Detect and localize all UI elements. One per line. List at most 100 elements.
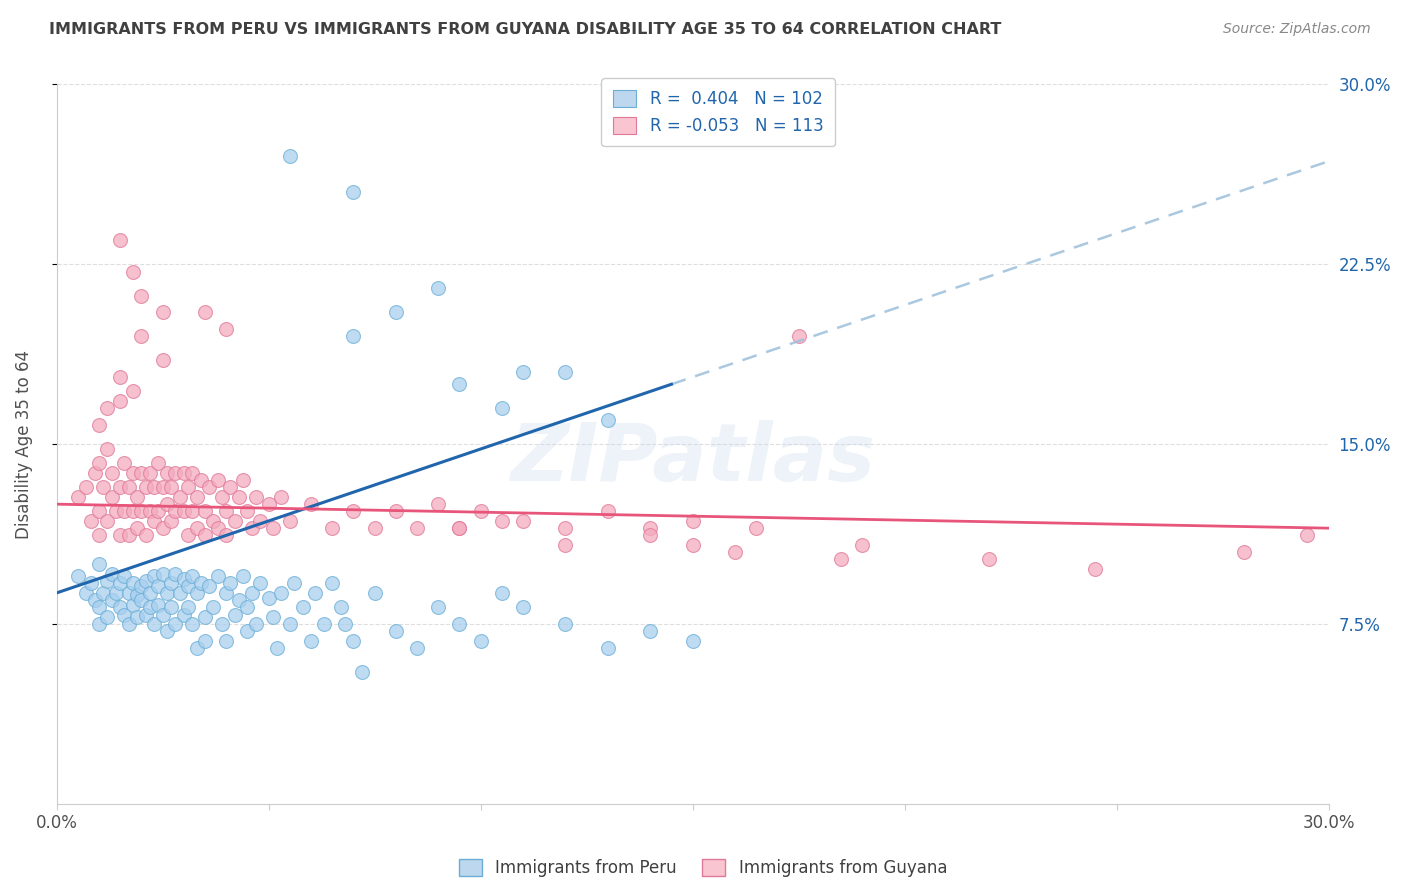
Point [232,473,254,487]
Point [186,586,208,600]
Point [427,497,450,511]
Point [385,624,408,639]
Point [160,576,183,591]
Point [181,504,204,518]
Point [724,545,747,559]
Point [131,466,153,480]
Point [96,401,118,416]
Point [118,528,141,542]
Point [152,607,174,622]
Point [165,566,187,581]
Point [165,617,187,632]
Point [131,579,153,593]
Point [638,624,661,639]
Point [152,305,174,319]
Point [554,365,576,379]
Point [87,417,110,432]
Point [173,504,195,518]
Point [181,569,204,583]
Point [75,480,97,494]
Point [512,365,534,379]
Point [91,480,114,494]
Point [270,586,292,600]
Point [127,521,149,535]
Point [682,633,704,648]
Point [215,504,238,518]
Point [215,528,238,542]
Point [110,233,132,247]
Point [152,480,174,494]
Point [236,600,259,615]
Point [160,600,183,615]
Text: Source: ZipAtlas.com: Source: ZipAtlas.com [1223,22,1371,37]
Point [156,586,179,600]
Point [449,377,471,392]
Point [385,504,408,518]
Point [122,264,145,278]
Point [110,480,132,494]
Point [156,466,179,480]
Point [173,607,195,622]
Point [224,514,246,528]
Point [148,579,170,593]
Point [96,610,118,624]
Point [122,576,145,591]
Point [240,586,263,600]
Point [512,600,534,615]
Point [554,617,576,632]
Point [186,521,208,535]
Point [122,466,145,480]
Point [143,569,166,583]
Point [830,552,852,566]
Point [236,624,259,639]
Point [127,490,149,504]
Point [207,473,229,487]
Point [194,610,217,624]
Point [427,281,450,295]
Point [257,497,280,511]
Point [406,521,429,535]
Point [139,586,162,600]
Text: ZIPatlas: ZIPatlas [510,419,875,498]
Point [96,574,118,588]
Point [449,521,471,535]
Point [79,576,101,591]
Point [249,514,271,528]
Point [177,600,200,615]
Point [173,466,195,480]
Point [194,633,217,648]
Point [1296,528,1319,542]
Point [207,521,229,535]
Point [363,521,385,535]
Point [131,593,153,607]
Point [350,665,373,679]
Point [270,490,292,504]
Point [110,576,132,591]
Point [143,617,166,632]
Point [87,617,110,632]
Point [190,473,212,487]
Point [219,576,242,591]
Point [87,504,110,518]
Point [342,329,364,343]
Point [321,521,343,535]
Point [198,579,221,593]
Point [245,617,267,632]
Point [638,528,661,542]
Point [596,641,619,656]
Point [156,624,179,639]
Point [491,401,513,416]
Point [186,490,208,504]
Point [202,600,225,615]
Point [304,586,326,600]
Point [66,490,89,504]
Point [211,490,233,504]
Point [1084,562,1107,576]
Point [449,521,471,535]
Point [131,504,153,518]
Point [851,538,873,552]
Point [114,607,136,622]
Point [202,514,225,528]
Point [87,557,110,571]
Point [329,600,352,615]
